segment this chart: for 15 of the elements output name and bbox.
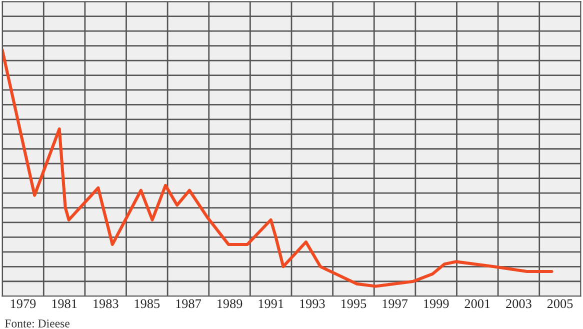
x-tick-label: 2005	[547, 299, 573, 308]
x-tick-label: 1993	[300, 299, 325, 308]
x-tick-label: 1997	[382, 299, 408, 308]
x-tick-label: 2003	[506, 299, 532, 308]
x-tick-label: 1979	[10, 299, 36, 308]
x-tick-label: 1999	[424, 299, 449, 308]
source-note: Fonte: Dieese	[5, 320, 70, 328]
x-tick-label: 1991	[258, 299, 284, 308]
x-tick-label: 1989	[218, 299, 242, 308]
x-tick-label: 1983	[94, 299, 118, 308]
x-tick-label: 1995	[341, 299, 366, 308]
x-tick-label: 1985	[134, 299, 160, 308]
x-tick-label: 1987	[176, 299, 202, 308]
x-tick-label: 1981	[52, 299, 77, 308]
x-tick-label: 2001	[464, 299, 490, 308]
